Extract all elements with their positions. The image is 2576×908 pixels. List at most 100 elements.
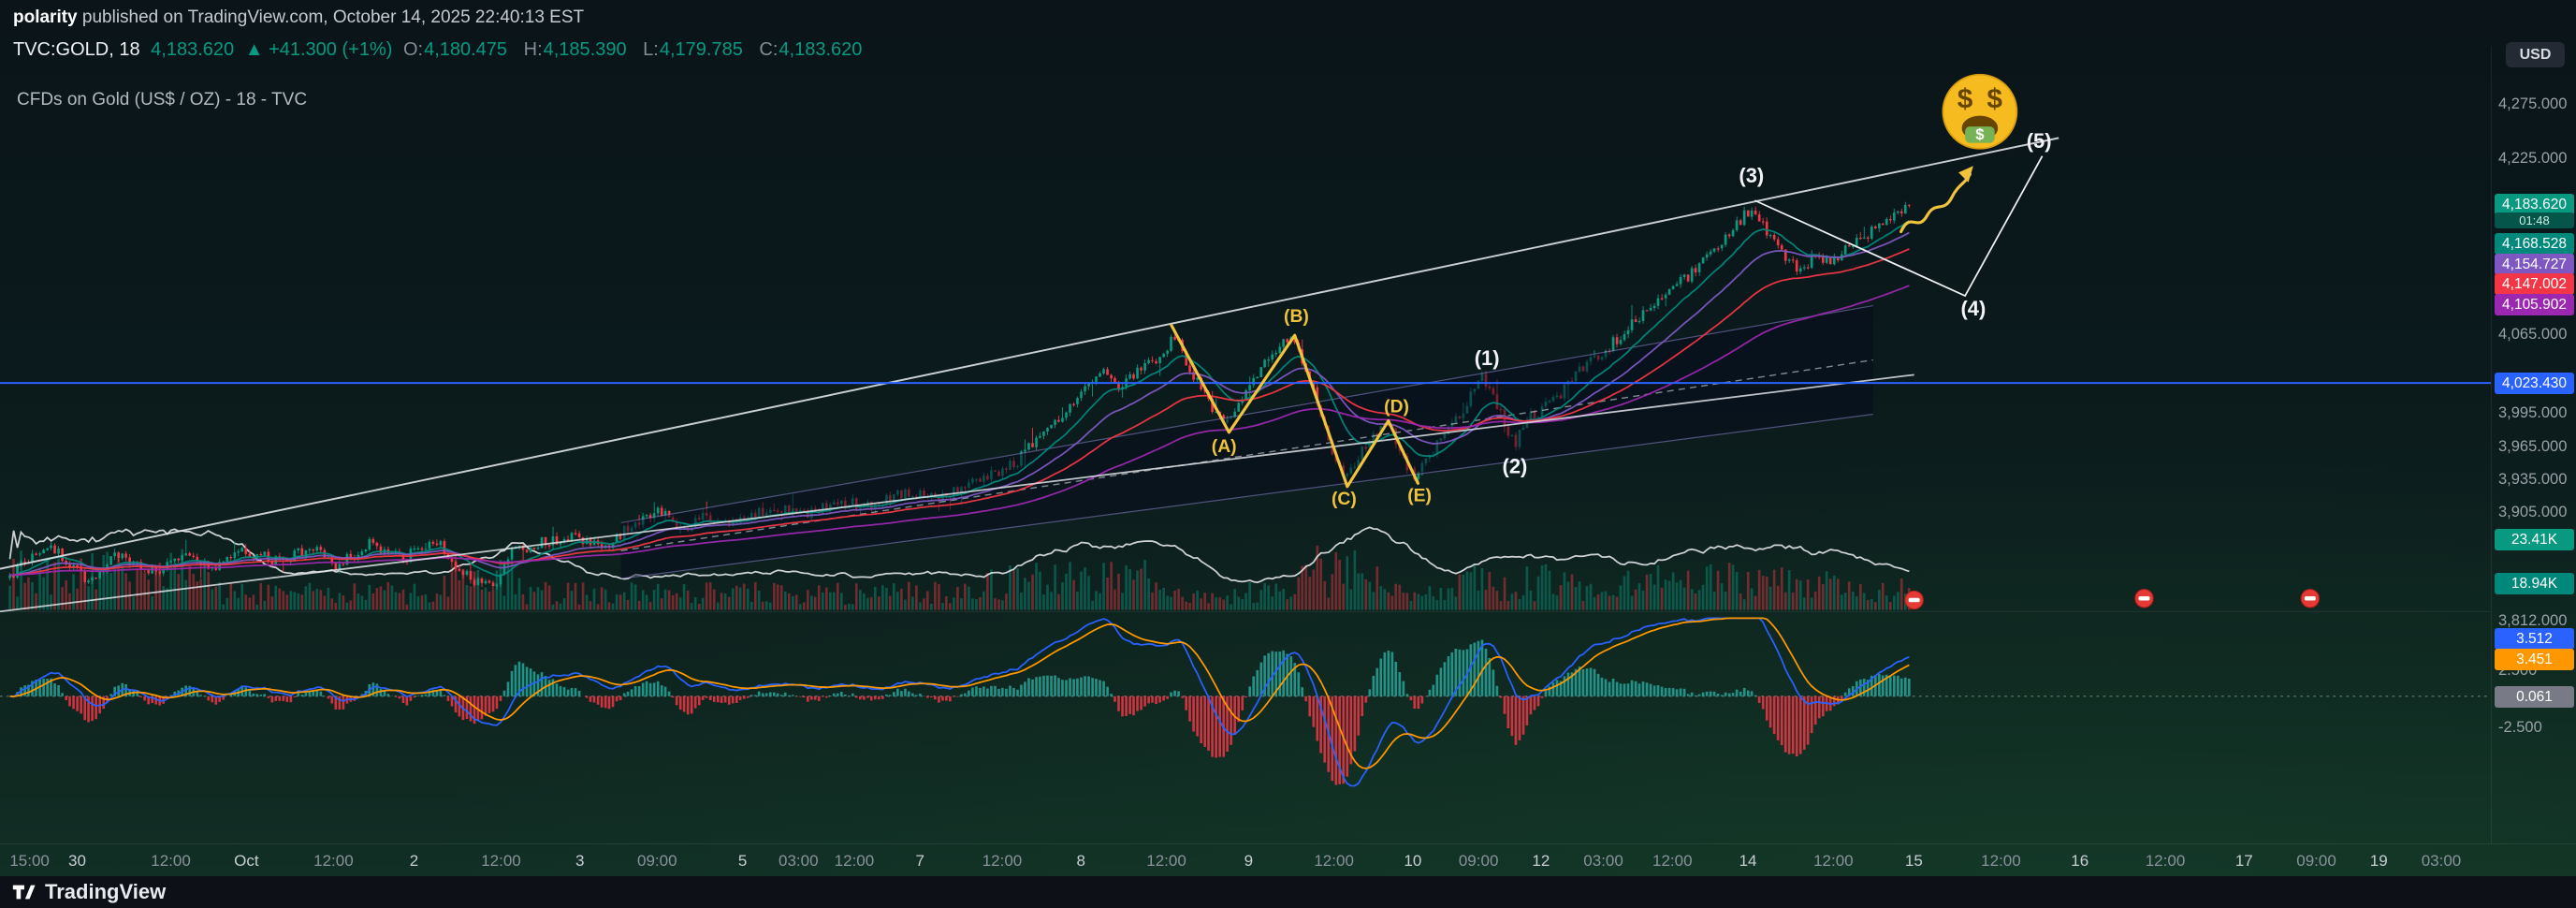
high-label: H: — [523, 39, 543, 60]
time-label: 12:00 — [1146, 852, 1186, 870]
time-label: 12:00 — [1314, 852, 1354, 870]
wave-label-yellow: (A) — [1212, 437, 1237, 457]
svg-text:$: $ — [1957, 84, 1973, 115]
time-label: 12:00 — [2145, 852, 2186, 870]
time-label: 09:00 — [1458, 852, 1499, 870]
time-label: 12 — [1532, 852, 1550, 870]
price-tick: 3,965.000 — [2498, 437, 2568, 455]
time-label: 5 — [737, 852, 748, 870]
price-tick: 3,812.000 — [2498, 611, 2568, 629]
open-value: 4,180.475 — [424, 39, 508, 60]
time-label: Oct — [234, 852, 259, 870]
no-entry-icon — [1904, 590, 1924, 610]
wave-projection-line[interactable] — [1754, 155, 2044, 298]
wave-label-white: (5) — [2027, 129, 2052, 153]
time-label: 14 — [1739, 852, 1757, 870]
time-label: 19 — [2369, 852, 2388, 870]
time-label: 12:00 — [1981, 852, 2021, 870]
price-tick: -2.500 — [2498, 718, 2542, 736]
time-label: 2 — [409, 852, 419, 870]
price-badge: 4,168.528 — [2495, 232, 2574, 255]
price-badge: 18.94K — [2495, 573, 2574, 595]
time-label: 09:00 — [636, 852, 677, 870]
time-label: 12:00 — [481, 852, 521, 870]
time-label: 03:00 — [1583, 852, 1623, 870]
money-mouth-emoji-icon[interactable]: $ $ $ — [1942, 73, 2018, 150]
price-change: ▲ +41.300 (+1%) — [244, 39, 393, 60]
volume-bars — [8, 546, 1911, 610]
time-label: 12:00 — [1813, 852, 1854, 870]
time-label: 17 — [2234, 852, 2253, 870]
svg-text:$: $ — [1987, 84, 2002, 115]
price-badge: 23.41K — [2495, 528, 2574, 550]
trend-channel-lines[interactable] — [0, 137, 2059, 613]
price-tick: 3,935.000 — [2498, 470, 2568, 488]
time-label: 30 — [68, 852, 86, 870]
price-badge: 3.512 — [2495, 628, 2574, 651]
footer-bar: TradingView — [0, 876, 2576, 908]
price-badge: 4,147.002 — [2495, 272, 2574, 295]
time-label: 12:00 — [834, 852, 875, 870]
open-label: O: — [402, 39, 424, 60]
wave-label-white: (2) — [1503, 455, 1528, 478]
macd-histogram — [8, 639, 1911, 785]
time-label: 16 — [2071, 852, 2089, 870]
time-label: 8 — [1076, 852, 1085, 870]
price-badge: 4,023.430 — [2495, 373, 2574, 395]
time-label: 15 — [1904, 852, 1923, 870]
time-label: 9 — [1244, 852, 1254, 870]
regression-channel[interactable] — [620, 304, 1873, 579]
price-badge: 4,183.620 — [2495, 193, 2574, 215]
ma-line-110 — [9, 285, 1910, 577]
ma-line-55 — [9, 248, 1910, 577]
svg-text:$: $ — [1975, 125, 1985, 143]
price-badge: 01:48 — [2495, 212, 2574, 228]
wave-label-white: (3) — [1739, 164, 1764, 187]
wave-label-white: (4) — [1960, 297, 1986, 320]
time-label: 03:00 — [2421, 852, 2462, 870]
wave-label-yellow: (E) — [1407, 487, 1432, 506]
attribution-line: polarity published on TradingView.com, O… — [13, 7, 584, 28]
macd-lines — [9, 617, 1910, 787]
price-badge: 4,105.902 — [2495, 293, 2574, 315]
time-label: 15:00 — [9, 852, 50, 870]
published-text: published on TradingView.com, October 14… — [77, 7, 585, 27]
close-label: C: — [759, 39, 779, 60]
price-tick: 3,995.000 — [2498, 404, 2568, 422]
price-tick: 3,905.000 — [2498, 503, 2568, 520]
time-label: 12:00 — [982, 852, 1023, 870]
currency-button[interactable]: USD — [2506, 42, 2565, 67]
high-value: 4,185.390 — [543, 39, 627, 60]
time-label: 12:00 — [151, 852, 191, 870]
wave-label-yellow: (D) — [1384, 398, 1409, 417]
time-label: 10 — [1404, 852, 1422, 870]
tradingview-logo-icon[interactable] — [11, 880, 36, 904]
ma-line-14 — [9, 220, 1910, 577]
squiggle-arrow[interactable] — [1899, 166, 1973, 234]
wave-label-yellow: (C) — [1332, 490, 1357, 509]
time-label: 7 — [915, 852, 924, 870]
symbol-info-line: TVC:GOLD, 18 4,183.620 ▲ +41.300 (+1%) O… — [13, 39, 873, 61]
time-scale[interactable]: 15:00 30 12:00 Oct 12:00 2 12:00 3 09:00 5 03:00 12… — [0, 843, 2576, 877]
no-entry-icon — [2300, 589, 2321, 608]
time-label: 03:00 — [778, 852, 819, 870]
author-name: polarity — [13, 7, 78, 27]
price-tick: 4,225.000 — [2498, 150, 2568, 168]
price-badge: 3.451 — [2495, 649, 2574, 671]
close-value: 4,183.620 — [779, 39, 863, 60]
wave-label-yellow: (B) — [1284, 307, 1309, 327]
wave-label-white: (1) — [1475, 346, 1500, 370]
price-scale[interactable]: 4,275.000 4,225.000 4,065.000 3,995.000 3,96… — [2491, 46, 2576, 843]
time-label: 12:00 — [313, 852, 354, 870]
time-label: 12:00 — [1652, 852, 1693, 870]
time-label: 09:00 — [2296, 852, 2336, 870]
abcde-zigzag[interactable] — [1170, 324, 1419, 489]
time-label: 3 — [575, 852, 585, 870]
price-tick: 4,065.000 — [2498, 326, 2568, 344]
no-entry-icon — [2134, 589, 2154, 608]
tradingview-wordmark[interactable]: TradingView — [45, 880, 167, 903]
low-value: 4,179.785 — [659, 39, 743, 60]
price-badge: 0.061 — [2495, 686, 2574, 709]
price-chart-canvas[interactable]: (1) (2) (3) (4) (5) (A) (B) (C) (D) (E) $ $ $ — [0, 46, 2491, 843]
